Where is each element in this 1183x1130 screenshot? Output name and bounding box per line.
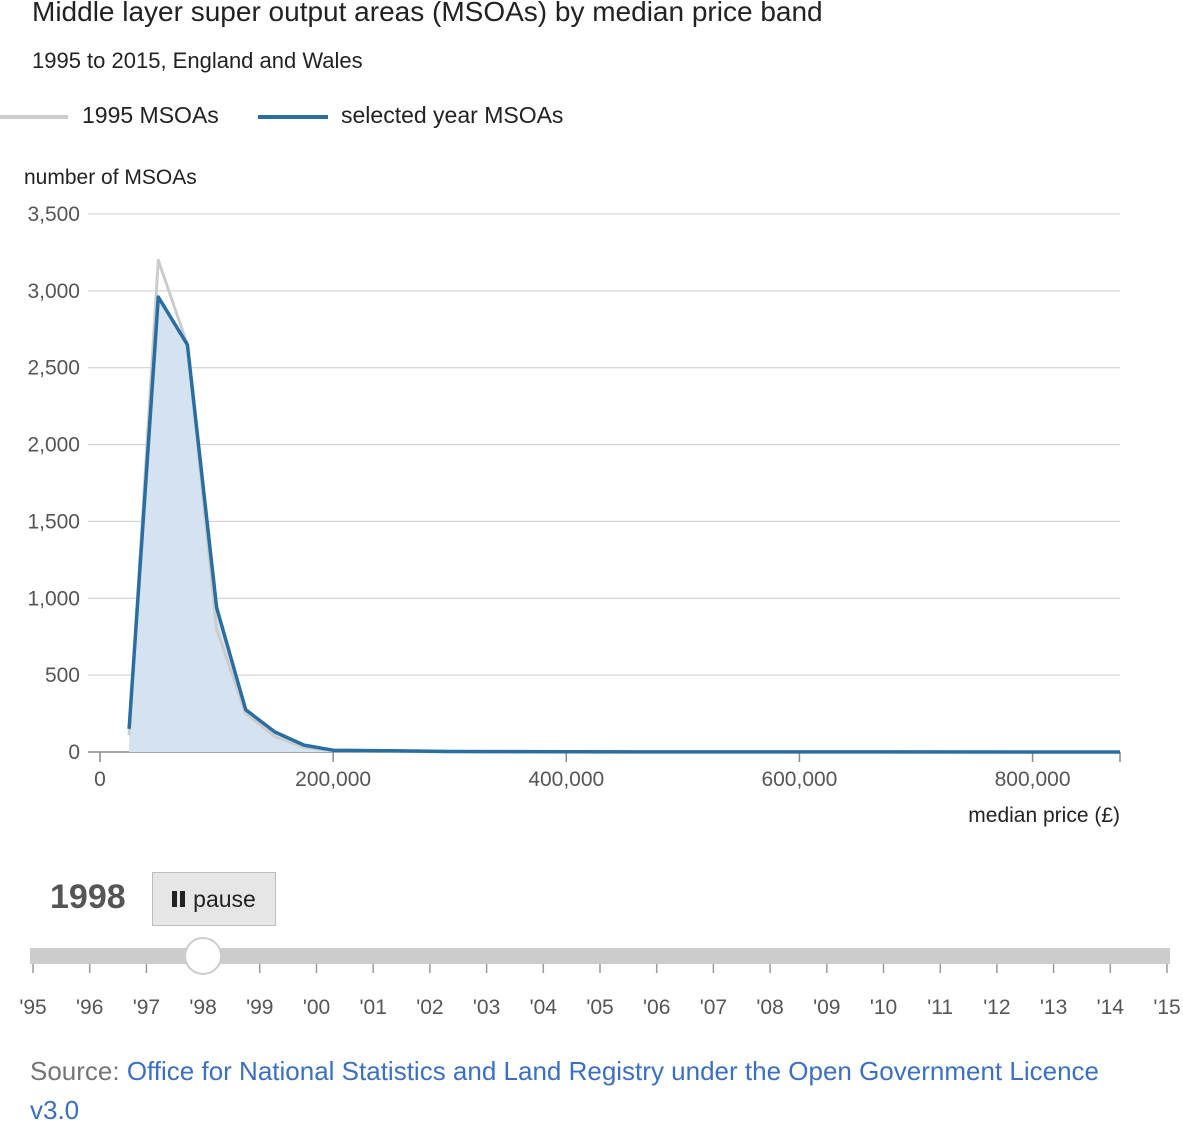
selected-year-area (129, 297, 1121, 752)
x-tick-label: 600,000 (761, 768, 837, 791)
series-group (127, 258, 1121, 754)
slider-year-label[interactable]: '06 (643, 996, 670, 1019)
slider-year-label[interactable]: '07 (700, 996, 727, 1019)
slider-year-label[interactable]: '00 (303, 996, 330, 1019)
legend-label-1995: 1995 MSOAs (82, 102, 219, 128)
slider-year-label[interactable]: '14 (1097, 996, 1125, 1019)
slider-year-label[interactable]: '02 (416, 996, 443, 1019)
slider-year-label[interactable]: '95 (19, 996, 46, 1019)
x-tick-label: 800,000 (995, 768, 1071, 791)
slider-year-label[interactable]: '05 (586, 996, 613, 1019)
slider-year-label[interactable]: '11 (927, 996, 953, 1019)
slider-track[interactable] (30, 948, 1170, 964)
y-tick-label: 500 (45, 664, 80, 687)
source-prefix: Source: (30, 1056, 127, 1086)
slider-year-label[interactable]: '03 (473, 996, 500, 1019)
slider-year-label[interactable]: '98 (189, 996, 216, 1019)
slider-year-label[interactable]: '97 (133, 996, 160, 1019)
slider-year-label[interactable]: '12 (983, 996, 1010, 1019)
y-tick-label: 2,500 (27, 357, 80, 380)
pause-button[interactable]: pause (152, 872, 276, 926)
y-tick-label: 2,000 (27, 434, 80, 457)
slider-year-label[interactable]: '04 (530, 996, 558, 1019)
pause-button-label: pause (193, 885, 256, 912)
y-tick-label: 0 (68, 741, 80, 764)
x-tick-label: 0 (94, 768, 106, 791)
series-line-selected-year (127, 295, 1121, 754)
slider-year-label[interactable]: '13 (1040, 996, 1067, 1019)
legend: 1995 MSOAs selected year MSOAs (0, 100, 700, 134)
gridlines (88, 213, 1120, 753)
x-axis-title: median price (£) (968, 804, 1120, 827)
y-tick-label: 1,000 (27, 587, 80, 610)
slider-year-label[interactable]: '96 (76, 996, 103, 1019)
x-tick-label: 400,000 (528, 768, 604, 791)
slider-handle[interactable] (184, 937, 223, 975)
chart-title: Middle layer super output areas (MSOAs) … (32, 0, 823, 27)
legend-swatch-1995 (0, 115, 68, 119)
slider-year-label[interactable]: '01 (360, 996, 387, 1019)
slider-ticks: '95 '96 '97 '98 '99 '00 '01 '02 '03 '04 '05 '06 '07 '… (19, 964, 1181, 1019)
y-axis-title: number of MSOAs (24, 166, 197, 189)
slider-year-label[interactable]: '09 (813, 996, 840, 1019)
y-tick-label: 1,500 (27, 510, 80, 533)
legend-swatch-selected (258, 115, 328, 119)
x-axis: 0 200,000 400,000 600,000 800,000 (94, 752, 1121, 791)
pause-icon (172, 891, 186, 907)
series-line-1995 (127, 258, 1120, 754)
chart-subtitle: 1995 to 2015, England and Wales (32, 48, 363, 73)
source-note: Source: Office for National Statistics a… (30, 1052, 1150, 1130)
y-axis: 0 500 1,000 1,500 2,000 2,500 3,000 3,500 (27, 203, 80, 764)
selected-year-label: 1998 (50, 878, 126, 916)
legend-label-selected: selected year MSOAs (341, 102, 564, 128)
source-link[interactable]: Office for National Statistics and Land … (30, 1056, 1099, 1125)
x-tick-label: 200,000 (295, 768, 371, 791)
year-slider[interactable]: '95 '96 '97 '98 '99 '00 '01 '02 '03 '04 '05 '06 '07 '… (0, 935, 1183, 1035)
y-tick-label: 3,500 (27, 203, 80, 226)
slider-year-label[interactable]: '08 (756, 996, 783, 1019)
density-chart: 0 500 1,000 1,500 2,000 2,500 3,000 3,500 0 200,… (24, 166, 1121, 827)
slider-year-label[interactable]: '15 (1153, 996, 1180, 1019)
y-tick-label: 3,000 (27, 280, 80, 303)
slider-year-label[interactable]: '99 (246, 996, 273, 1019)
slider-year-label[interactable]: '10 (870, 996, 897, 1019)
